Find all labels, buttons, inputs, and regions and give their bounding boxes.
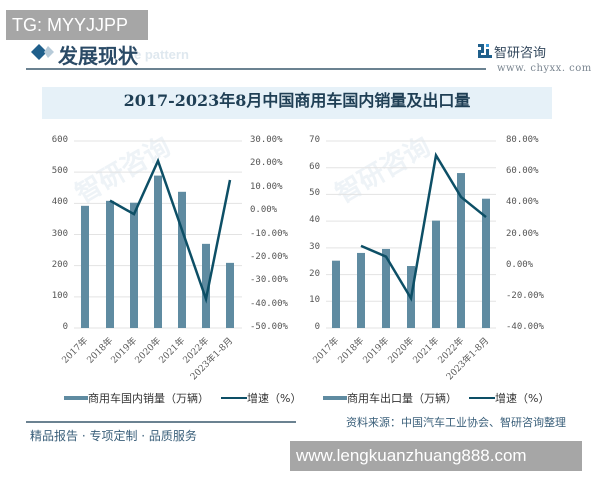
axis-tick-label: 100 [51,290,68,301]
axis-tick-label: 20 [309,268,320,279]
axis-tick-label: 20.00% [250,158,283,169]
axis-tick-label: -40.00% [250,298,288,309]
axis-tick-label: 0.00% [250,205,278,216]
axis-tick-label: 10 [309,295,320,306]
right-chart-legend: 商用车出口量（万辆） 增速（%） [323,390,549,406]
axis-tick-label: 400 [51,197,68,208]
axis-tick-label: 40.00% [506,197,539,208]
left-chart-legend: 商用车国内销量（万辆） 增速（%） [64,390,301,406]
axis-tick-label: 0.00% [506,259,534,270]
axis-tick-label: 0 [62,322,68,332]
axis-tick-label: 70 [309,135,320,145]
legend-bar-label: 商用车国内销量（万辆） [88,392,209,405]
section-title: 发展现状 [58,44,138,68]
legend-line-swatch [221,397,247,399]
source-note: 资料来源：中国汽车工业协会、智研咨询整理 [346,416,566,429]
axis-tick-label: 600 [51,135,68,145]
axis-tick-label: -50.00% [250,322,288,332]
legend-line-label: 增速（%） [495,392,550,405]
axis-tick-label: -40.00% [506,322,544,332]
footer-divider [26,421,296,423]
footer-tagline: 精品报告 · 专项定制 · 品质服务 [30,429,197,443]
axis-tick-label: 80.00% [506,135,539,145]
axis-tick-label: -20.00% [506,290,544,301]
url-banner: www.lengkuanzhuang888.com [290,441,582,471]
axis-tick-label: 0 [314,322,320,332]
legend-bar-swatch [323,396,347,400]
axis-tick-label: 50 [309,188,320,199]
axis-tick-label: 300 [51,228,68,239]
axis-tick-label: 60 [309,161,320,172]
axis-tick-label: 30.00% [250,135,283,145]
header-ghost-text: e pattern [134,47,189,62]
legend-line-label: 增速（%） [247,392,302,405]
brand-logo-icon [478,44,492,58]
axis-tick-label: 30 [309,241,320,252]
legend-bar-swatch [64,396,88,400]
chart-title-band [42,87,552,119]
axis-tick-label: -30.00% [250,275,288,286]
brand-name: 智研咨询 [494,46,547,61]
axis-tick-label: 20.00% [506,228,539,239]
axis-tick-label: 10.00% [250,181,283,192]
legend-bar-label: 商用车出口量（万辆） [347,392,457,405]
diamond-icon [31,44,54,60]
axis-tick-label: 40 [309,215,320,226]
axis-tick-label: -20.00% [250,251,288,262]
brand-url: www. chyxx. com [497,63,592,74]
axis-tick-label: 60.00% [506,166,539,177]
header-divider [26,68,486,70]
legend-line-swatch [469,397,495,399]
chart-title: 2017-2023年8月中国商用车国内销量及出口量 [123,91,471,110]
tg-label: TG: MYYJJPP [6,10,148,40]
axis-tick-label: -10.00% [250,228,288,239]
axis-tick-label: 200 [51,259,68,270]
axis-tick-label: 500 [51,166,68,177]
